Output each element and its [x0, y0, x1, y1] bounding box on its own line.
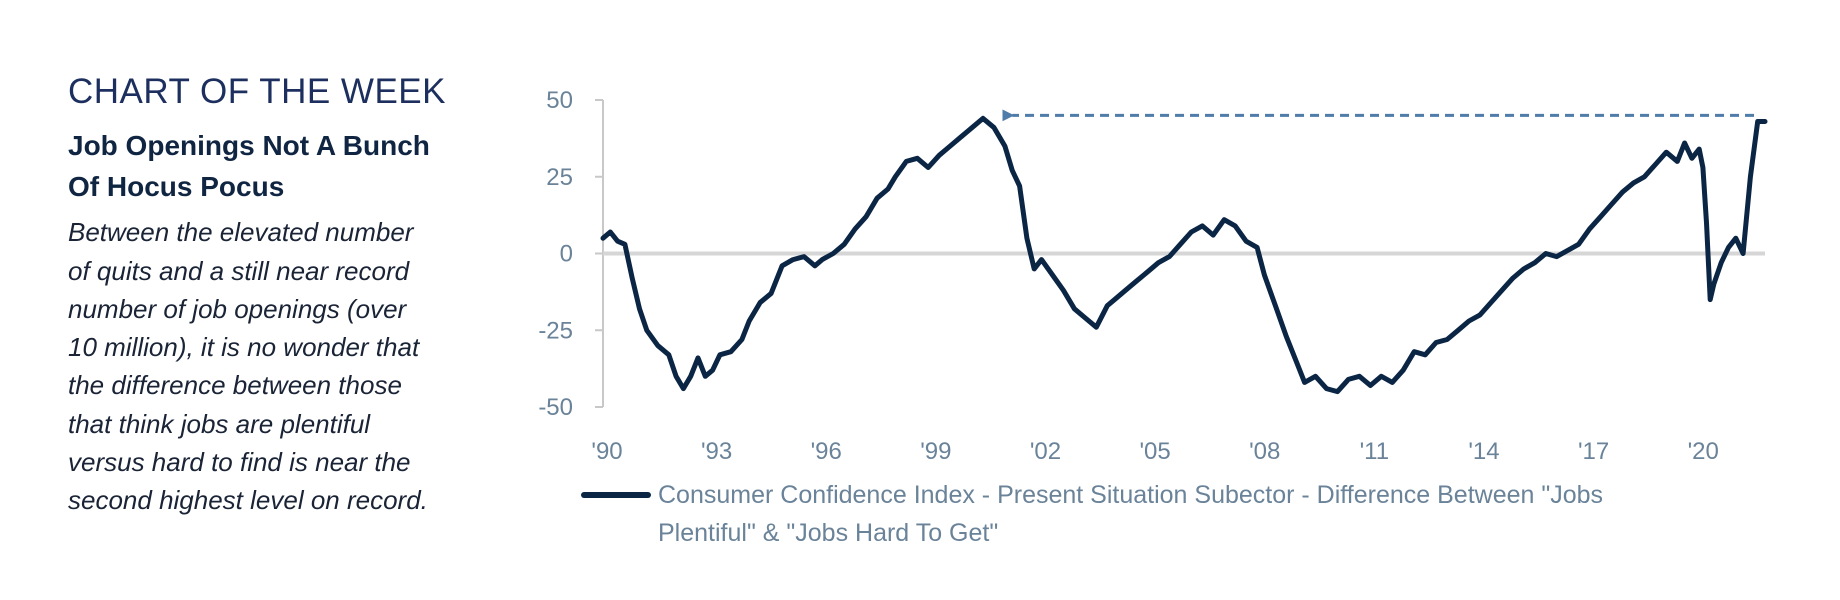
- x-tick-label: '17: [1578, 438, 1609, 465]
- x-tick-label: '20: [1688, 438, 1719, 465]
- sidebar: CHART OF THE WEEK Job Openings Not A Bun…: [68, 72, 488, 519]
- legend-label: Consumer Confidence Index - Present Situ…: [658, 481, 1603, 509]
- x-tick-label: '90: [591, 438, 622, 465]
- x-tick-label: '14: [1468, 438, 1499, 465]
- x-tick-label: '08: [1249, 438, 1280, 465]
- x-tick-label: '93: [701, 438, 732, 465]
- x-tick-label: '99: [920, 438, 951, 465]
- body-line: that think jobs are plentiful: [68, 408, 371, 439]
- body-line: number of job openings (over: [68, 293, 407, 324]
- x-tick-label: '05: [1139, 438, 1170, 465]
- y-tick-label: 25: [546, 164, 573, 191]
- kicker-title: CHART OF THE WEEK: [68, 72, 446, 111]
- series-line: [600, 115, 1768, 395]
- y-tick-label: -25: [538, 317, 573, 344]
- body-line: 10 million), it is no wonder that: [68, 332, 420, 363]
- legend-label: Plentiful" & "Jobs Hard To Get": [658, 519, 998, 547]
- x-tick-label: '11: [1360, 438, 1390, 465]
- body-text: Between the elevated number of quits and…: [68, 213, 488, 519]
- y-tick-label: 50: [546, 87, 573, 114]
- body-line: the difference between those: [68, 370, 402, 401]
- body-line: versus hard to find is near the: [68, 446, 411, 477]
- x-tick-label: '96: [811, 438, 842, 465]
- body-line: of quits and a still near record: [68, 255, 410, 286]
- y-tick-label: 0: [560, 241, 573, 268]
- headline-line: Job Openings Not A Bunch: [68, 130, 430, 162]
- headline-line: Of Hocus Pocus: [68, 170, 285, 202]
- y-tick-label: -50: [538, 394, 573, 421]
- body-line: Between the elevated number: [68, 217, 414, 248]
- headline: Job Openings Not A Bunch Of Hocus Pocus: [68, 126, 488, 207]
- body-line: second highest level on record.: [68, 484, 428, 515]
- x-tick-label: '02: [1030, 438, 1061, 465]
